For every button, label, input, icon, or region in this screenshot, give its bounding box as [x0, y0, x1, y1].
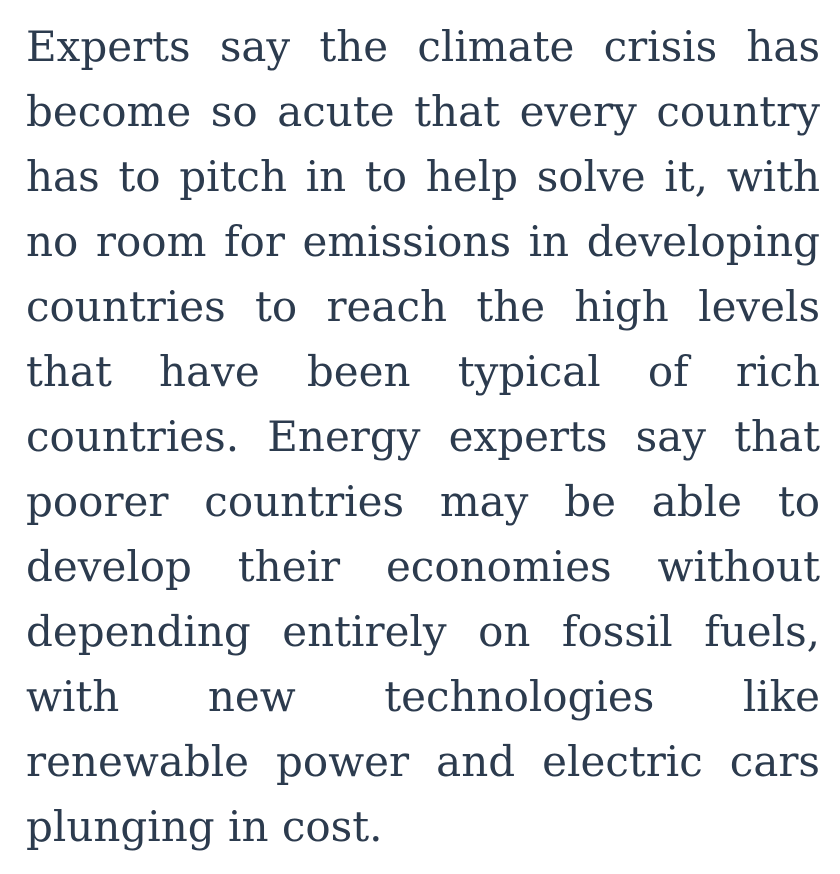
article-paragraph: Experts say the climate crisis has becom… [26, 22, 820, 851]
